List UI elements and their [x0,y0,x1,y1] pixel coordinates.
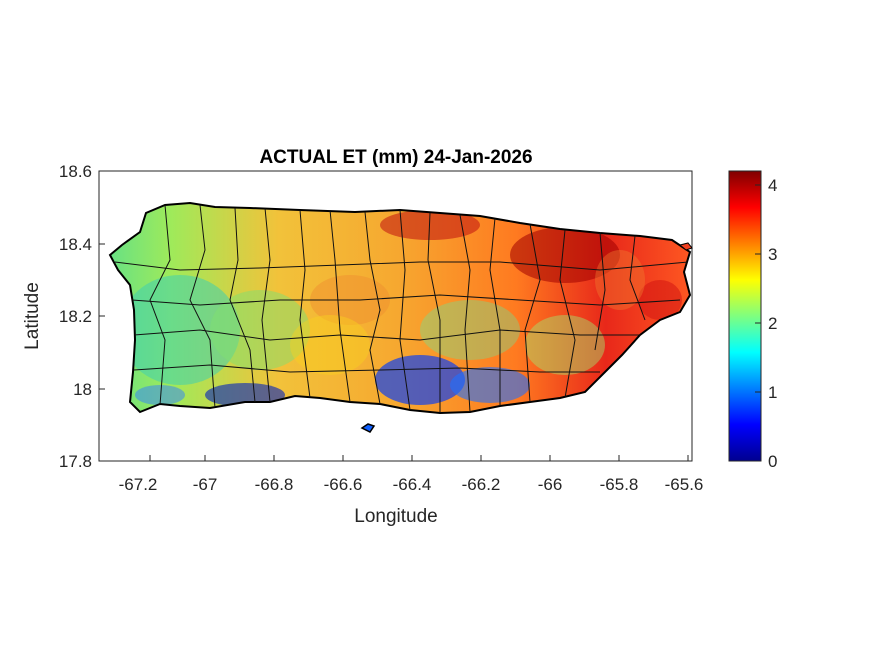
x-axis-label: Longitude [354,506,437,527]
x-tick-label: -66 [538,475,563,494]
y-tick-label: 18.6 [59,162,92,181]
y-axis: 17.8 18 18.2 18.4 18.6 Latitude [22,162,105,471]
colorbar-tick-label: 1 [768,383,777,402]
colorbar-tick-label: 0 [768,452,777,471]
east-cay [678,242,693,251]
y-axis-label: Latitude [22,282,43,350]
x-tick-label: -66.8 [255,475,294,494]
island-outline [108,201,692,415]
colorbar-gradient [728,170,762,462]
x-tick-label: -66.2 [462,475,501,494]
y-tick-label: 18 [73,380,92,399]
municipality-boundaries [114,204,689,413]
y-tick-label: 18.2 [59,307,92,326]
x-axis: -67.2 -67 -66.8 -66.6 -66.4 -66.2 -66 -6… [119,455,704,527]
x-tick-label: -66.6 [324,475,363,494]
x-tick-label: -66.4 [393,475,432,494]
map-title: ACTUAL ET (mm) 24-Jan-2026 [259,147,532,168]
colorbar-tick-label: 2 [768,314,777,333]
colorbar: 0 1 2 3 4 [728,170,777,471]
y-tick-label: 17.8 [59,452,92,471]
colorbar-tick-label: 3 [768,245,777,264]
x-tick-label: -67.2 [119,475,158,494]
colorbar-tick-label: 4 [768,176,777,195]
x-tick-label: -65.8 [600,475,639,494]
y-tick-label: 18.4 [59,235,92,254]
island-et-field [110,203,690,413]
x-tick-label: -67 [193,475,218,494]
x-tick-label: -65.6 [665,475,704,494]
caja-de-muertos-island [360,423,376,433]
